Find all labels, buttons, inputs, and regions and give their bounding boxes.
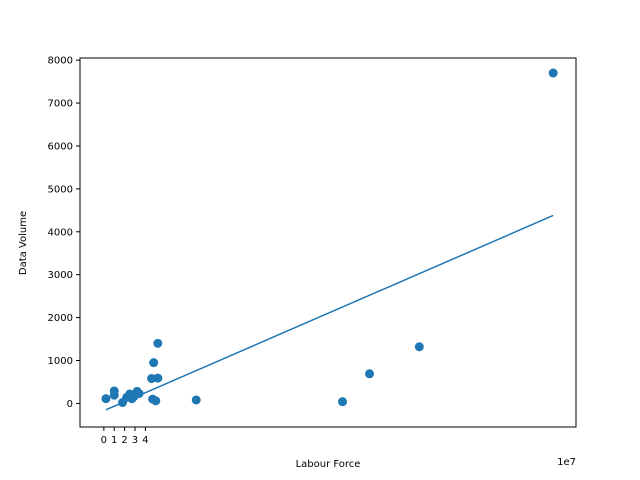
- data-point: [338, 397, 348, 407]
- x-axis-multiplier: 1e7: [557, 457, 576, 468]
- x-tick-label: 3: [132, 435, 138, 446]
- y-tick-label: 4000: [48, 227, 73, 238]
- x-tick-label: 2: [121, 435, 127, 446]
- data-point: [365, 369, 375, 379]
- y-tick-label: 5000: [48, 184, 73, 195]
- x-tick-label: 0: [101, 435, 107, 446]
- y-tick-label: 2000: [48, 313, 73, 324]
- y-tick-label: 7000: [48, 99, 73, 110]
- y-tick-label: 6000: [48, 141, 73, 152]
- data-point: [134, 389, 144, 399]
- data-point: [191, 395, 201, 405]
- data-point: [101, 394, 111, 404]
- y-tick-label: 0: [67, 399, 73, 410]
- data-marks: [101, 68, 558, 411]
- x-axis-label: Labour Force: [296, 459, 361, 470]
- axes-frame: [79, 57, 577, 428]
- x-tick-label: 1: [111, 435, 117, 446]
- y-tick-label: 8000: [48, 56, 73, 67]
- data-point: [153, 373, 163, 383]
- data-point: [414, 342, 424, 352]
- y-axis-label: Data Volume: [18, 211, 29, 275]
- data-point: [109, 386, 119, 396]
- trend-line: [105, 214, 554, 411]
- x-tick-label: 4: [142, 435, 148, 446]
- data-point: [548, 68, 558, 78]
- data-point: [149, 358, 159, 368]
- y-tick-label: 1000: [48, 356, 73, 367]
- y-tick-label: 3000: [48, 270, 73, 281]
- data-point: [151, 396, 161, 406]
- data-point: [153, 338, 163, 348]
